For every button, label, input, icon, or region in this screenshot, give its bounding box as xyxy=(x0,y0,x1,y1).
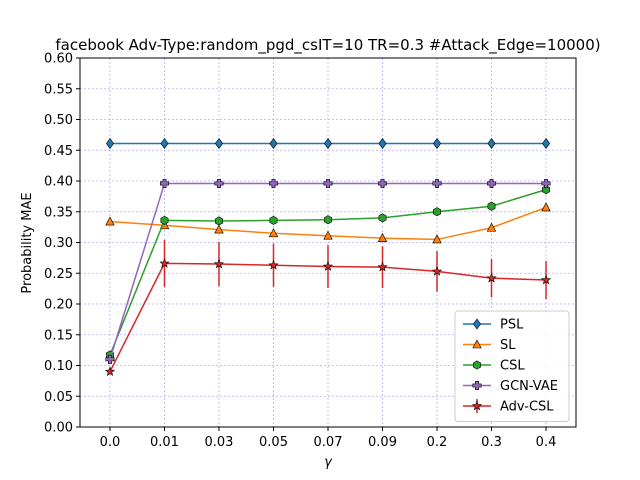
y-tick-label: 0.50 xyxy=(44,113,73,128)
legend-item-gcn-vae: GCN-VAE xyxy=(463,379,558,394)
data-point xyxy=(432,178,442,188)
plot-area: 0.00 0.05 0.10 0.15 0.20 0.25 0.30 0.35 0.40 0.45… xyxy=(44,52,577,450)
data-point xyxy=(431,266,443,276)
y-tick-label: 0.15 xyxy=(44,328,73,343)
legend: PSL SL CSL GCN-VAE Adv-CSL xyxy=(454,310,570,422)
data-point xyxy=(486,222,497,232)
data-point xyxy=(378,137,387,149)
legend-label: Adv-CSL xyxy=(500,400,554,415)
data-point xyxy=(159,178,169,188)
legend-label: PSL xyxy=(500,318,524,333)
x-tick-label: 0.4 xyxy=(536,435,557,450)
data-point xyxy=(540,274,552,285)
data-point xyxy=(377,261,388,272)
data-point xyxy=(268,228,279,238)
data-point xyxy=(541,178,551,188)
y-tick-label: 0.55 xyxy=(44,82,73,97)
data-point xyxy=(106,137,114,149)
data-point xyxy=(378,213,387,223)
data-point xyxy=(105,216,115,226)
data-point xyxy=(215,137,223,149)
data-point xyxy=(105,354,115,364)
y-tick-label: 0.20 xyxy=(44,298,73,313)
legend-item-adv-csl: Adv-CSL xyxy=(463,399,554,415)
y-tick-label: 0.10 xyxy=(44,359,73,374)
data-point xyxy=(159,258,170,268)
data-point xyxy=(269,215,278,225)
legend-label: CSL xyxy=(500,359,525,374)
x-tick-label: 0.2 xyxy=(427,435,448,450)
legend-item-csl: CSL xyxy=(463,359,525,374)
data-point xyxy=(215,216,223,226)
series-adv-csl xyxy=(104,240,552,376)
legend-marker xyxy=(472,380,482,391)
x-tick-label: 0.03 xyxy=(205,435,234,450)
data-point xyxy=(487,137,496,149)
y-tick-label: 0.35 xyxy=(44,205,73,220)
chart-title: facebook Adv-Type:random_pgd_csIT=10 TR=… xyxy=(55,36,600,55)
data-point xyxy=(487,178,497,188)
x-tick-label: 0.3 xyxy=(481,435,502,450)
data-point xyxy=(487,201,496,211)
data-point xyxy=(322,261,334,271)
y-tick-label: 0.45 xyxy=(44,144,73,159)
data-point xyxy=(433,207,441,217)
data-point xyxy=(433,137,441,149)
data-point xyxy=(541,202,551,212)
y-axis-label: Probability MAE xyxy=(20,192,35,293)
y-tick-label: 0.05 xyxy=(44,390,73,405)
data-point xyxy=(486,272,497,283)
data-point xyxy=(324,215,332,225)
x-tick-label: 0.09 xyxy=(368,435,397,450)
x-tick-label: 0.01 xyxy=(150,435,179,450)
data-point xyxy=(213,258,225,269)
data-point xyxy=(269,137,278,149)
y-tick-label: 0.60 xyxy=(44,52,73,67)
y-tick-label: 0.00 xyxy=(44,421,73,436)
legend-box xyxy=(454,310,570,422)
series-gcn-vae xyxy=(105,178,551,364)
x-tick-label: 0.0 xyxy=(100,435,121,450)
legend-label: GCN-VAE xyxy=(500,379,558,394)
x-tick-label: 0.05 xyxy=(259,435,288,450)
data-point xyxy=(377,233,388,242)
data-point xyxy=(432,234,442,244)
data-point xyxy=(268,178,278,188)
y-tick-label: 0.40 xyxy=(44,175,73,190)
data-point xyxy=(378,178,388,188)
data-point xyxy=(324,137,332,149)
data-point xyxy=(323,178,333,188)
x-axis-label: γ xyxy=(324,455,333,470)
legend-marker xyxy=(471,400,483,411)
y-tick-label: 0.25 xyxy=(44,267,73,282)
y-tick-label: 0.30 xyxy=(44,236,73,251)
legend-label: SL xyxy=(500,338,516,353)
data-point xyxy=(268,259,279,270)
data-point xyxy=(323,230,333,240)
data-point xyxy=(104,366,116,376)
data-point xyxy=(214,224,224,234)
legend-marker xyxy=(472,339,482,349)
legend-item-sl: SL xyxy=(463,338,516,353)
x-tick-label: 0.07 xyxy=(314,435,343,450)
data-point xyxy=(542,137,550,149)
legend-marker xyxy=(473,318,481,330)
series-sl xyxy=(105,202,551,244)
legend-marker xyxy=(473,360,481,370)
series-psl xyxy=(106,137,550,149)
data-point xyxy=(160,137,169,149)
legend-item-psl: PSL xyxy=(463,318,524,333)
data-point xyxy=(160,215,169,225)
data-point xyxy=(214,178,224,188)
